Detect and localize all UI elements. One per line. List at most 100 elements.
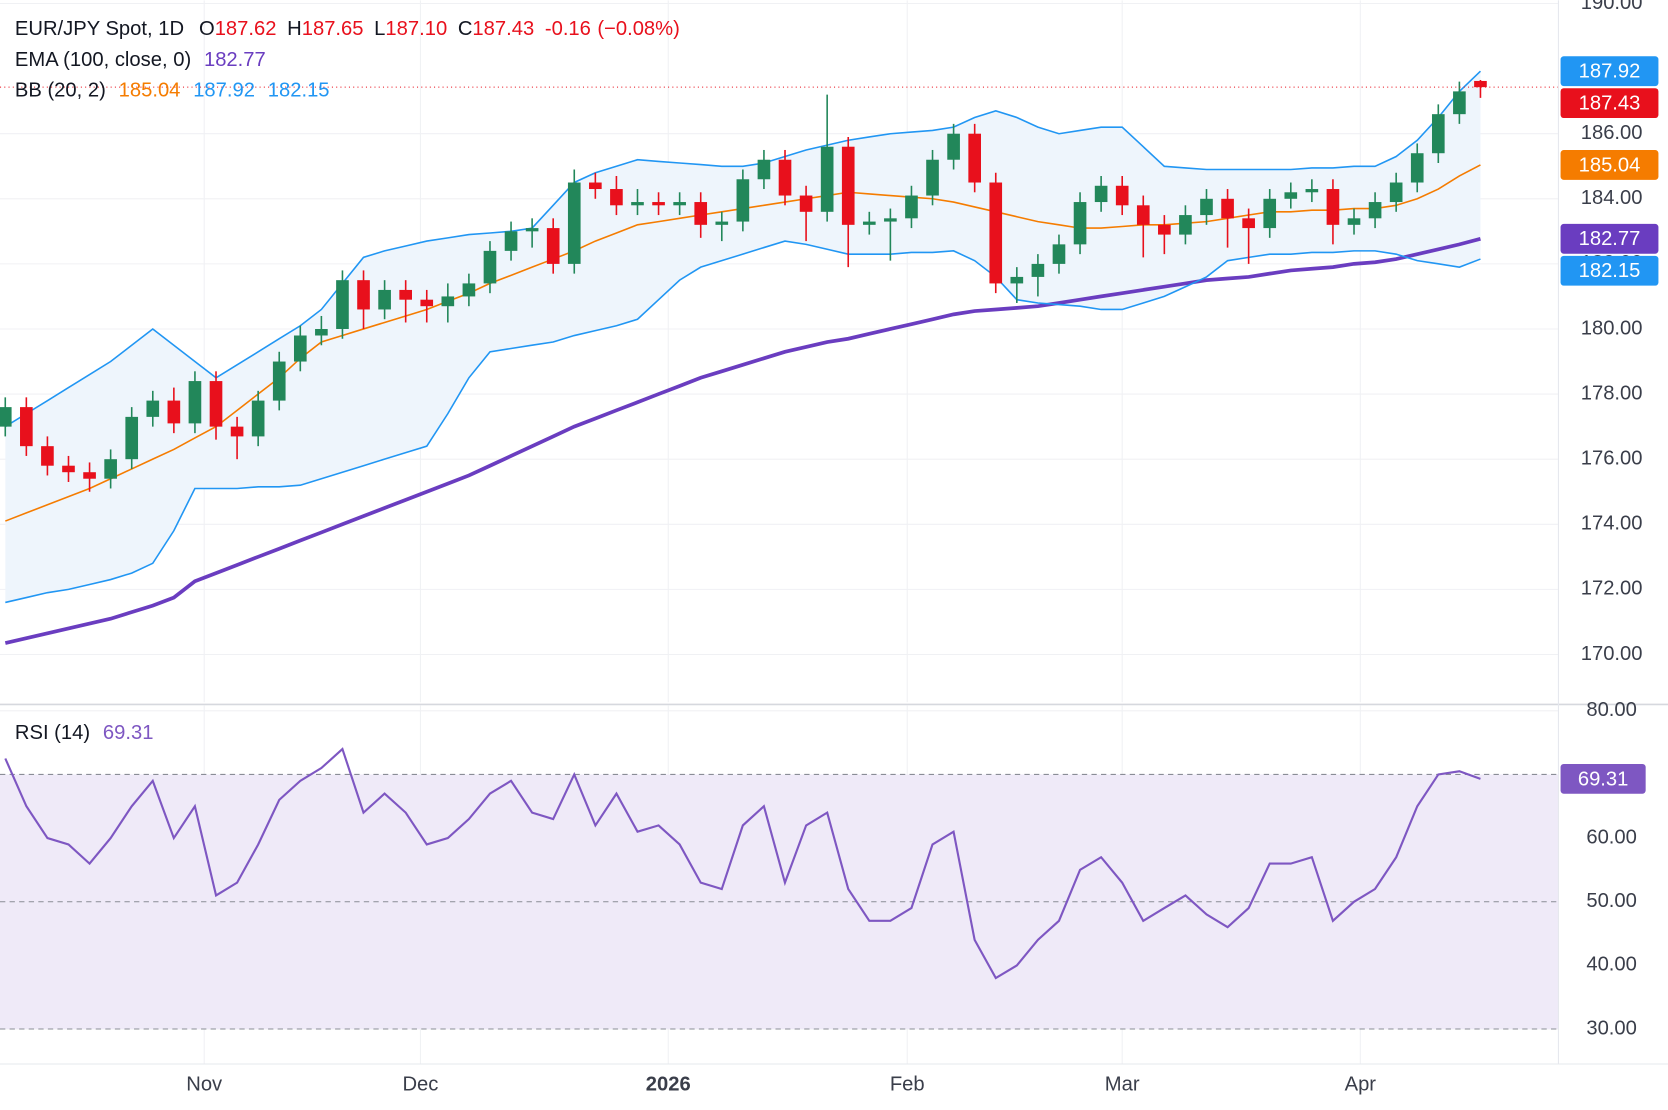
rsi-tag-label: 69.31 [1578,768,1629,790]
candle-body [378,289,391,310]
bb-upper [4,70,1482,428]
candle-body [230,426,244,437]
candle-body [926,159,939,196]
candle-body [968,133,982,183]
candle-body [1431,114,1445,154]
candle-body [1347,218,1361,225]
legend-item: H [287,18,302,40]
candle-body [251,400,265,437]
candle-body [188,381,202,424]
candle-body [905,195,918,219]
y-tick-label: 40.00 [1586,954,1637,976]
candle-body [441,296,455,307]
candle-body [462,283,476,297]
legend-line: RSI (14) 69.31 [15,723,154,745]
candle-body [315,328,328,336]
price-tag-label: 182.15 [1579,260,1641,282]
candle-body [1052,244,1066,264]
legend-item: 185.04 [119,80,181,102]
x-tick-label: Feb [890,1074,925,1096]
candle-body [209,381,223,427]
candle-body [1305,189,1319,193]
y-tick-label: 60.00 [1586,826,1637,848]
legend-item: O [199,18,215,40]
candle-body [104,459,117,479]
candle-body [1094,185,1108,203]
candle-body [1179,215,1192,235]
y-tick-label: 50.00 [1586,890,1637,912]
candle-body [1326,189,1340,225]
candle-body [1242,218,1255,229]
candle-body [41,446,54,466]
x-tick-label: Dec [402,1074,438,1096]
candle-body [1221,198,1234,219]
y-tick-label: 190.00 [1581,0,1643,14]
candle-body [1474,80,1487,88]
legend-item: -0.16 [545,18,591,40]
candle-body [1010,276,1024,284]
candle-body [1200,198,1213,216]
candle-body [715,221,729,225]
price-pane [0,0,1559,703]
rsi-line [4,747,1481,980]
candle-body [1368,202,1382,219]
candle-body [1453,91,1466,115]
candle-body [694,202,708,225]
price-tag-label: 187.92 [1579,61,1641,83]
price-tag [1560,88,1659,119]
candle-body [1115,185,1129,206]
rsi-pane [0,705,1559,1065]
legend-item: 187.43 [472,18,534,40]
candle-body [589,182,602,190]
candle-body [652,202,665,206]
y-tick-label: 176.00 [1581,448,1643,470]
price-tag [1560,255,1659,286]
bb-fill [5,71,1481,603]
candle-body [610,189,623,206]
legend-item: 187.62 [215,18,277,40]
legend-item: 182.15 [268,80,330,102]
candle-body [1136,205,1150,225]
y-tick-label: 170.00 [1581,643,1643,665]
legend-item: 69.31 [103,723,154,745]
candle-body [83,472,96,479]
candle-body [167,400,181,424]
candle-body [420,299,434,307]
candle-body [1073,202,1087,245]
candle-body [293,335,307,362]
candle-body [1284,192,1298,199]
candle-body [272,361,286,401]
candle-body [525,228,539,232]
legend-item: EMA (100, close, 0) [15,49,191,71]
y-tick-label: 172.00 [1581,578,1643,600]
y-tick-label: 30.00 [1586,1017,1637,1039]
legend-line: EMA (100, close, 0) 182.77 [15,49,266,71]
candle-body [125,416,139,460]
legend-item: (−0.08%) [597,18,680,40]
candle-body [20,407,33,447]
legend-item: 187.65 [302,18,364,40]
price-tag [1560,56,1659,87]
legend-item: C [458,18,473,40]
legend-item: RSI (14) [15,723,90,745]
candle-body [357,280,370,310]
x-tick-label: Nov [186,1074,223,1096]
legend-item: EUR/JPY Spot, 1D [15,18,184,40]
legend-item: 182.77 [204,49,266,71]
y-tick-label: 80.00 [1586,699,1637,721]
x-tick-label: 2026 [646,1074,691,1096]
candle-body [862,221,876,225]
legend-line: BB (20, 2) 185.04 187.92 182.15 [15,80,330,102]
candle-body [546,228,560,264]
candle-body [1389,182,1403,203]
candle-body [567,182,581,264]
candle-body [1158,224,1171,235]
candle-body [1410,153,1424,183]
candle-body [799,195,813,212]
candle-body [757,159,771,180]
y-tick-label: 174.00 [1581,513,1643,535]
legend-item: 187.10 [385,18,447,40]
legend-line: EUR/JPY Spot, 1D O187.62 H187.65 L187.10 C18… [15,18,680,40]
candle-body [631,202,644,206]
